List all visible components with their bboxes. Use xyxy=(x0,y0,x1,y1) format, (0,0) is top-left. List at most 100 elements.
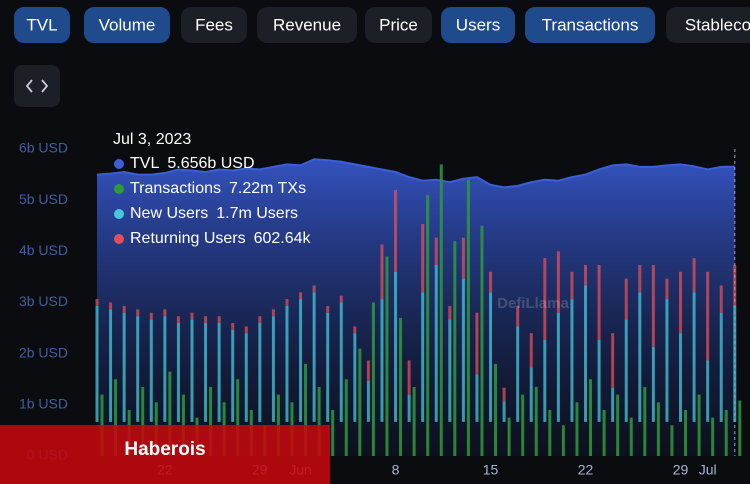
transactions-bar xyxy=(697,394,701,456)
tab[interactable] xyxy=(365,7,432,43)
x-tick-label: 22 xyxy=(578,462,594,478)
transactions-bar xyxy=(114,379,118,456)
returning-users-bar xyxy=(122,305,126,313)
new-users-bar xyxy=(271,316,275,422)
new-users-bar xyxy=(95,305,99,422)
transactions-bar xyxy=(466,179,470,456)
transactions-bar xyxy=(385,256,389,456)
new-users-bar xyxy=(475,374,479,422)
new-users-bar xyxy=(190,319,194,422)
new-users-bar xyxy=(584,285,588,422)
new-users-bar xyxy=(122,312,126,422)
y-tick-label: 2b USD xyxy=(19,344,68,360)
returning-users-bar xyxy=(434,237,438,265)
transactions-bar xyxy=(589,379,593,456)
tooltip-series-name: New Users xyxy=(130,205,208,222)
returning-users-bar xyxy=(190,312,194,320)
returning-users-bar xyxy=(461,237,465,279)
tooltip-value: 5.656b USD xyxy=(167,155,254,172)
returning-users-bar xyxy=(597,264,601,341)
tab-label: Users xyxy=(456,15,500,34)
transactions-bar xyxy=(304,363,308,456)
tab[interactable] xyxy=(257,7,357,43)
new-users-bar xyxy=(136,316,140,422)
returning-users-bar xyxy=(380,244,384,300)
tab[interactable] xyxy=(84,7,170,43)
new-users-bar xyxy=(719,312,723,422)
returning-users-bar xyxy=(475,312,479,375)
transactions-bar xyxy=(521,394,525,456)
new-users-bar xyxy=(407,394,411,422)
new-users-bar xyxy=(163,316,167,422)
embed-button[interactable] xyxy=(14,65,60,107)
returning-users-bar xyxy=(489,271,493,293)
transactions-bar xyxy=(575,402,579,456)
y-tick-label: 3b USD xyxy=(19,293,68,309)
returning-users-bar xyxy=(407,360,411,395)
tab[interactable] xyxy=(14,7,70,43)
transactions-bar xyxy=(209,386,213,456)
tooltip-series-name: TVL xyxy=(130,155,159,172)
tab[interactable] xyxy=(525,7,655,43)
new-users-bar xyxy=(434,264,438,422)
new-users-bar xyxy=(353,333,357,422)
transactions-bar xyxy=(453,241,457,456)
transactions-bar xyxy=(629,417,633,456)
transactions-bar xyxy=(331,409,335,456)
transactions-bar xyxy=(344,379,348,456)
returning-users-bar xyxy=(679,271,683,334)
tab-label: Volume xyxy=(99,15,156,34)
transactions-bar xyxy=(412,386,416,456)
new-users-bar xyxy=(529,367,533,422)
new-users-bar xyxy=(394,271,398,422)
new-users-bar xyxy=(326,312,330,422)
tooltip-dot xyxy=(114,209,124,219)
returning-users-bar xyxy=(339,295,343,303)
returning-users-bar xyxy=(638,264,642,293)
x-tick-label: Jul xyxy=(699,462,717,478)
returning-users-bar xyxy=(217,316,221,323)
tab[interactable] xyxy=(441,7,515,43)
tab[interactable] xyxy=(666,7,750,43)
transactions-bar xyxy=(602,409,606,456)
y-tick-label: 4b USD xyxy=(19,242,68,258)
tooltip-dot xyxy=(114,184,124,194)
returning-users-bar xyxy=(244,326,248,334)
new-users-bar xyxy=(299,299,303,422)
new-users-bar xyxy=(109,309,113,422)
returning-users-bar xyxy=(448,305,452,320)
returning-users-bar xyxy=(692,258,696,293)
returning-users-bar xyxy=(366,360,370,381)
tooltip-item: Returning Users 602.64k xyxy=(130,230,312,247)
y-tick-label: 1b USD xyxy=(19,396,68,412)
new-users-bar xyxy=(366,380,370,422)
new-users-bar xyxy=(543,340,547,422)
transactions-bar xyxy=(711,417,715,456)
transactions-bar xyxy=(358,348,362,456)
tooltip-dot xyxy=(114,159,124,169)
transactions-bar xyxy=(656,402,660,456)
returning-users-bar xyxy=(149,312,153,320)
returning-users-bar xyxy=(285,299,289,306)
new-users-bar xyxy=(176,322,180,422)
returning-users-bar xyxy=(109,302,113,310)
tooltip-item: Transactions 7.22m TXs xyxy=(130,180,306,197)
tvl-area xyxy=(97,159,735,456)
returning-users-bar xyxy=(611,333,615,388)
tab-label: Price xyxy=(379,15,418,34)
returning-users-bar xyxy=(556,251,560,313)
tooltip-value: 7.22m TXs xyxy=(229,180,306,197)
returning-users-bar xyxy=(258,316,262,323)
transactions-bar xyxy=(399,317,403,456)
new-users-bar xyxy=(461,278,465,422)
transactions-bar xyxy=(724,409,728,456)
new-users-bar xyxy=(231,329,235,422)
tooltip-value: 602.64k xyxy=(254,230,312,247)
tab[interactable] xyxy=(181,7,247,43)
returning-users-bar xyxy=(719,285,723,313)
new-users-bar xyxy=(706,360,710,422)
new-users-bar xyxy=(516,326,520,422)
tab-label: Revenue xyxy=(273,15,341,34)
tab-label: Fees xyxy=(195,15,233,34)
